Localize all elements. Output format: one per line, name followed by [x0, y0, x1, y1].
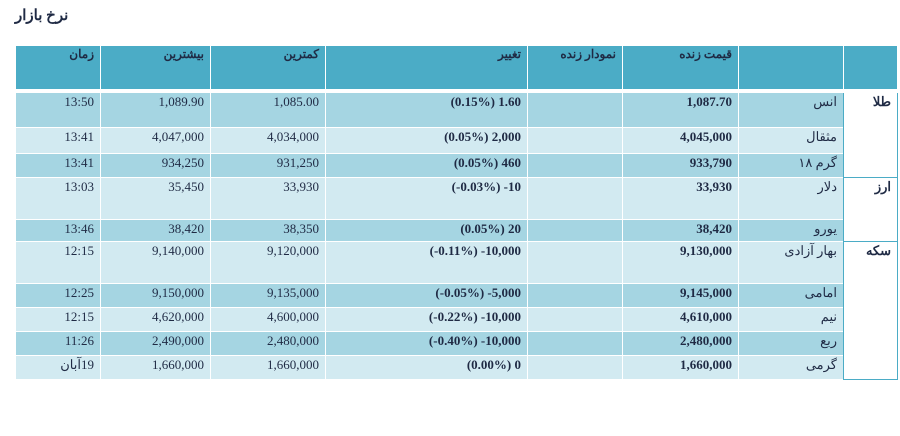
max-cell: 9,140,000: [100, 240, 211, 284]
min-cell: 2,480,000: [210, 330, 326, 356]
change-cell: (0.05%) 2,000: [325, 126, 528, 154]
chart-cell: [527, 90, 623, 128]
min-cell: 4,600,000: [210, 306, 326, 332]
max-cell: 1,089.90: [100, 90, 211, 128]
table-row: ربع 2,480,000 (-0.40%) -10,000 2,480,000 2,4…: [15, 330, 898, 356]
chart-cell: [527, 218, 623, 242]
table-row: ارز دلار 33,930 (-0.03%) -10 33,930 35,450 13:…: [15, 176, 898, 242]
max-cell: 934,250: [100, 152, 211, 178]
header-cell: قیمت زنده: [622, 45, 739, 93]
price-cell: 933,790: [622, 152, 739, 178]
header-cell: کمترین: [210, 45, 326, 93]
min-cell: 4,034,000: [210, 126, 326, 154]
header-cell: زمان: [15, 45, 101, 93]
price-cell: 9,145,000: [622, 282, 739, 308]
price-cell: 1,660,000: [622, 354, 739, 380]
name-cell: یورو: [738, 218, 844, 242]
change-cell: (0.05%) 460: [325, 152, 528, 178]
group-cell: ارز: [843, 176, 898, 242]
table-row: نیم 4,610,000 (-0.22%) -10,000 4,600,000 4,6…: [15, 306, 898, 332]
price-cell: 38,420: [622, 218, 739, 242]
name-cell: مثقال: [738, 126, 844, 154]
header-cell: بیشترین: [100, 45, 211, 93]
table-body: طلا انس 1,087.70 (0.15%) 1.60 1,085.00 1,089.…: [15, 90, 898, 380]
price-cell: 4,610,000: [622, 306, 739, 332]
chart-cell: [527, 152, 623, 178]
min-cell: 1,085.00: [210, 90, 326, 128]
table-row: سکه بهار آزادی 9,130,000 (-0.11%) -10,000 9,…: [15, 240, 898, 380]
time-cell: 19آبان: [15, 354, 101, 380]
header-cell: نمودار زنده: [527, 45, 623, 93]
name-cell: انس: [738, 90, 844, 128]
max-cell: 1,660,000: [100, 354, 211, 380]
name-cell: ربع: [738, 330, 844, 356]
chart-cell: [527, 126, 623, 154]
chart-cell: [527, 306, 623, 332]
time-cell: 12:15: [15, 240, 101, 284]
change-cell: (-0.03%) -10: [325, 176, 528, 220]
price-cell: 4,045,000: [622, 126, 739, 154]
time-cell: 13:41: [15, 126, 101, 154]
page-title: نرخ بازار: [15, 8, 69, 24]
name-cell: نیم: [738, 306, 844, 332]
name-cell: گرم ۱۸: [738, 152, 844, 178]
name-cell: بهار آزادی: [738, 240, 844, 284]
min-cell: 9,120,000: [210, 240, 326, 284]
max-cell: 9,150,000: [100, 282, 211, 308]
min-cell: 38,350: [210, 218, 326, 242]
group-cell: طلا: [843, 90, 898, 178]
table-row: یورو 38,420 (0.05%) 20 38,350 38,420 13:46: [15, 218, 898, 242]
min-cell: 9,135,000: [210, 282, 326, 308]
time-cell: 13:50: [15, 90, 101, 128]
time-cell: 13:46: [15, 218, 101, 242]
max-cell: 38,420: [100, 218, 211, 242]
chart-cell: [527, 176, 623, 220]
table-row: گرمی 1,660,000 (0.00%) 0 1,660,000 1,660,000…: [15, 354, 898, 380]
max-cell: 35,450: [100, 176, 211, 220]
header-row: قیمت زنده نمودار زنده تغییر کمترین بیشترین زم…: [15, 45, 898, 93]
name-cell: امامی: [738, 282, 844, 308]
table-row: مثقال 4,045,000 (0.05%) 2,000 4,034,000 4,04…: [15, 126, 898, 154]
min-cell: 1,660,000: [210, 354, 326, 380]
time-cell: 13:41: [15, 152, 101, 178]
max-cell: 2,490,000: [100, 330, 211, 356]
min-cell: 33,930: [210, 176, 326, 220]
table-row: امامی 9,145,000 (-0.05%) -5,000 9,135,000 9,…: [15, 282, 898, 308]
chart-cell: [527, 354, 623, 380]
time-cell: 12:25: [15, 282, 101, 308]
max-cell: 4,047,000: [100, 126, 211, 154]
chart-cell: [527, 330, 623, 356]
table-row: طلا انس 1,087.70 (0.15%) 1.60 1,085.00 1,089.…: [15, 90, 898, 178]
chart-cell: [527, 282, 623, 308]
price-cell: 1,087.70: [622, 90, 739, 128]
change-cell: (0.00%) 0: [325, 354, 528, 380]
header-cell: [738, 45, 844, 93]
name-cell: گرمی: [738, 354, 844, 380]
group-cell: سکه: [843, 240, 898, 380]
time-cell: 13:03: [15, 176, 101, 220]
header-cell: [843, 45, 898, 93]
change-cell: (-0.11%) -10,000: [325, 240, 528, 284]
header-cell: تغییر: [325, 45, 528, 93]
change-cell: (0.15%) 1.60: [325, 90, 528, 128]
change-cell: (-0.22%) -10,000: [325, 306, 528, 332]
max-cell: 4,620,000: [100, 306, 211, 332]
time-cell: 11:26: [15, 330, 101, 356]
change-cell: (-0.40%) -10,000: [325, 330, 528, 356]
time-cell: 12:15: [15, 306, 101, 332]
change-cell: (0.05%) 20: [325, 218, 528, 242]
min-cell: 931,250: [210, 152, 326, 178]
market-table: قیمت زنده نمودار زنده تغییر کمترین بیشترین زم…: [15, 45, 898, 380]
price-cell: 33,930: [622, 176, 739, 220]
name-cell: دلار: [738, 176, 844, 220]
price-cell: 9,130,000: [622, 240, 739, 284]
change-cell: (-0.05%) -5,000: [325, 282, 528, 308]
table-row: گرم ۱۸ 933,790 (0.05%) 460 931,250 934,250 13…: [15, 152, 898, 178]
chart-cell: [527, 240, 623, 284]
price-cell: 2,480,000: [622, 330, 739, 356]
